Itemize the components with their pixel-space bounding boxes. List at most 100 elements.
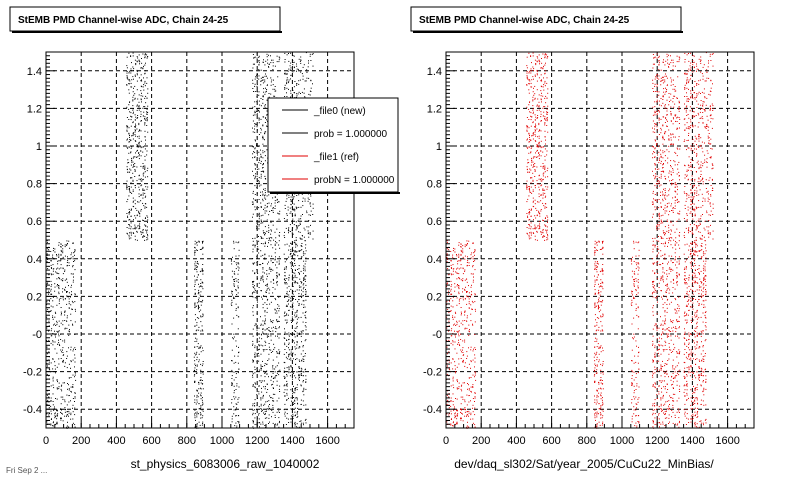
left-data-point <box>197 413 198 414</box>
right-data-point <box>596 306 597 307</box>
left-data-point <box>255 238 256 239</box>
left-data-point <box>268 376 269 377</box>
right-data-point <box>468 296 469 297</box>
left-data-point <box>139 225 140 226</box>
left-data-point <box>137 99 138 100</box>
left-data-point <box>298 93 299 94</box>
left-data-point <box>231 293 232 294</box>
right-data-point <box>453 377 454 378</box>
left-data-point <box>291 401 292 402</box>
right-data-point <box>471 347 472 348</box>
left-data-point <box>138 187 139 188</box>
left-data-point <box>147 239 148 240</box>
left-data-point <box>297 408 298 409</box>
left-data-point <box>255 356 256 357</box>
left-data-point <box>300 218 301 219</box>
left-data-point <box>310 56 311 57</box>
left-data-point <box>202 372 203 373</box>
left-data-point <box>264 302 265 303</box>
left-data-point <box>303 423 304 424</box>
left-data-point <box>128 195 129 196</box>
left-data-point <box>64 271 65 272</box>
left-data-point <box>258 249 259 250</box>
right-data-point <box>467 296 468 297</box>
left-data-point <box>59 344 60 345</box>
left-data-point <box>288 356 289 357</box>
left-data-point <box>290 90 291 91</box>
left-data-point <box>195 303 196 304</box>
right-data-point <box>541 130 542 131</box>
left-data-point <box>300 63 301 64</box>
right-data-point <box>470 349 471 350</box>
left-data-point <box>272 292 273 293</box>
right-data-point <box>451 343 452 344</box>
left-data-point <box>53 264 54 265</box>
right-data-point <box>531 160 532 161</box>
left-data-point <box>266 126 267 127</box>
left-data-point <box>266 371 267 372</box>
left-data-point <box>285 59 286 60</box>
right-data-point <box>463 382 464 383</box>
left-data-point <box>135 185 136 186</box>
left-data-point <box>261 411 262 412</box>
right-data-point <box>453 387 454 388</box>
right-data-point <box>539 158 540 159</box>
left-data-point <box>234 392 235 393</box>
left-data-point <box>256 240 257 241</box>
right-data-point <box>597 277 598 278</box>
left-data-point <box>58 292 59 293</box>
right-data-point <box>543 86 544 87</box>
left-data-point <box>293 386 294 387</box>
left-data-point <box>133 164 134 165</box>
left-data-point <box>287 283 288 284</box>
left-data-point <box>261 354 262 355</box>
left-data-point <box>61 403 62 404</box>
left-data-point <box>270 55 271 56</box>
left-data-point <box>273 381 274 382</box>
left-data-point <box>203 388 204 389</box>
left-data-point <box>144 166 145 167</box>
right-data-point <box>539 221 540 222</box>
left-data-point <box>254 292 255 293</box>
left-data-point <box>238 397 239 398</box>
right-data-point <box>542 54 543 55</box>
left-data-point <box>194 251 195 252</box>
left-data-point <box>69 301 70 302</box>
left-data-point <box>200 408 201 409</box>
left-data-point <box>259 215 260 216</box>
left-data-point <box>305 199 306 200</box>
left-data-point <box>196 400 197 401</box>
left-data-point <box>293 234 294 235</box>
right-data-point <box>597 413 598 414</box>
right-data-point <box>527 127 528 128</box>
left-data-point <box>147 132 148 133</box>
left-data-point <box>261 392 262 393</box>
left-data-point <box>304 93 305 94</box>
left-data-point <box>48 321 49 322</box>
left-data-point <box>301 243 302 244</box>
right-data-point <box>547 119 548 120</box>
left-data-point <box>131 119 132 120</box>
left-data-point <box>146 54 147 55</box>
left-data-point <box>59 293 60 294</box>
left-data-point <box>303 307 304 308</box>
left-data-point <box>295 250 296 251</box>
left-data-point <box>65 244 66 245</box>
left-data-point <box>278 410 279 411</box>
left-data-point <box>295 426 296 427</box>
left-data-point <box>263 117 264 118</box>
left-data-point <box>142 54 143 55</box>
left-data-point <box>260 316 261 317</box>
right-data-point <box>600 405 601 406</box>
left-data-point <box>64 312 65 313</box>
right-data-point <box>457 261 458 262</box>
left-data-point <box>51 274 52 275</box>
left-data-point <box>141 74 142 75</box>
left-data-point <box>291 75 292 76</box>
left-data-point <box>252 80 253 81</box>
left-data-point <box>265 122 266 123</box>
right-data-point <box>602 422 603 423</box>
left-data-point <box>196 354 197 355</box>
right-data-point <box>527 216 528 217</box>
right-data-point <box>450 424 451 425</box>
